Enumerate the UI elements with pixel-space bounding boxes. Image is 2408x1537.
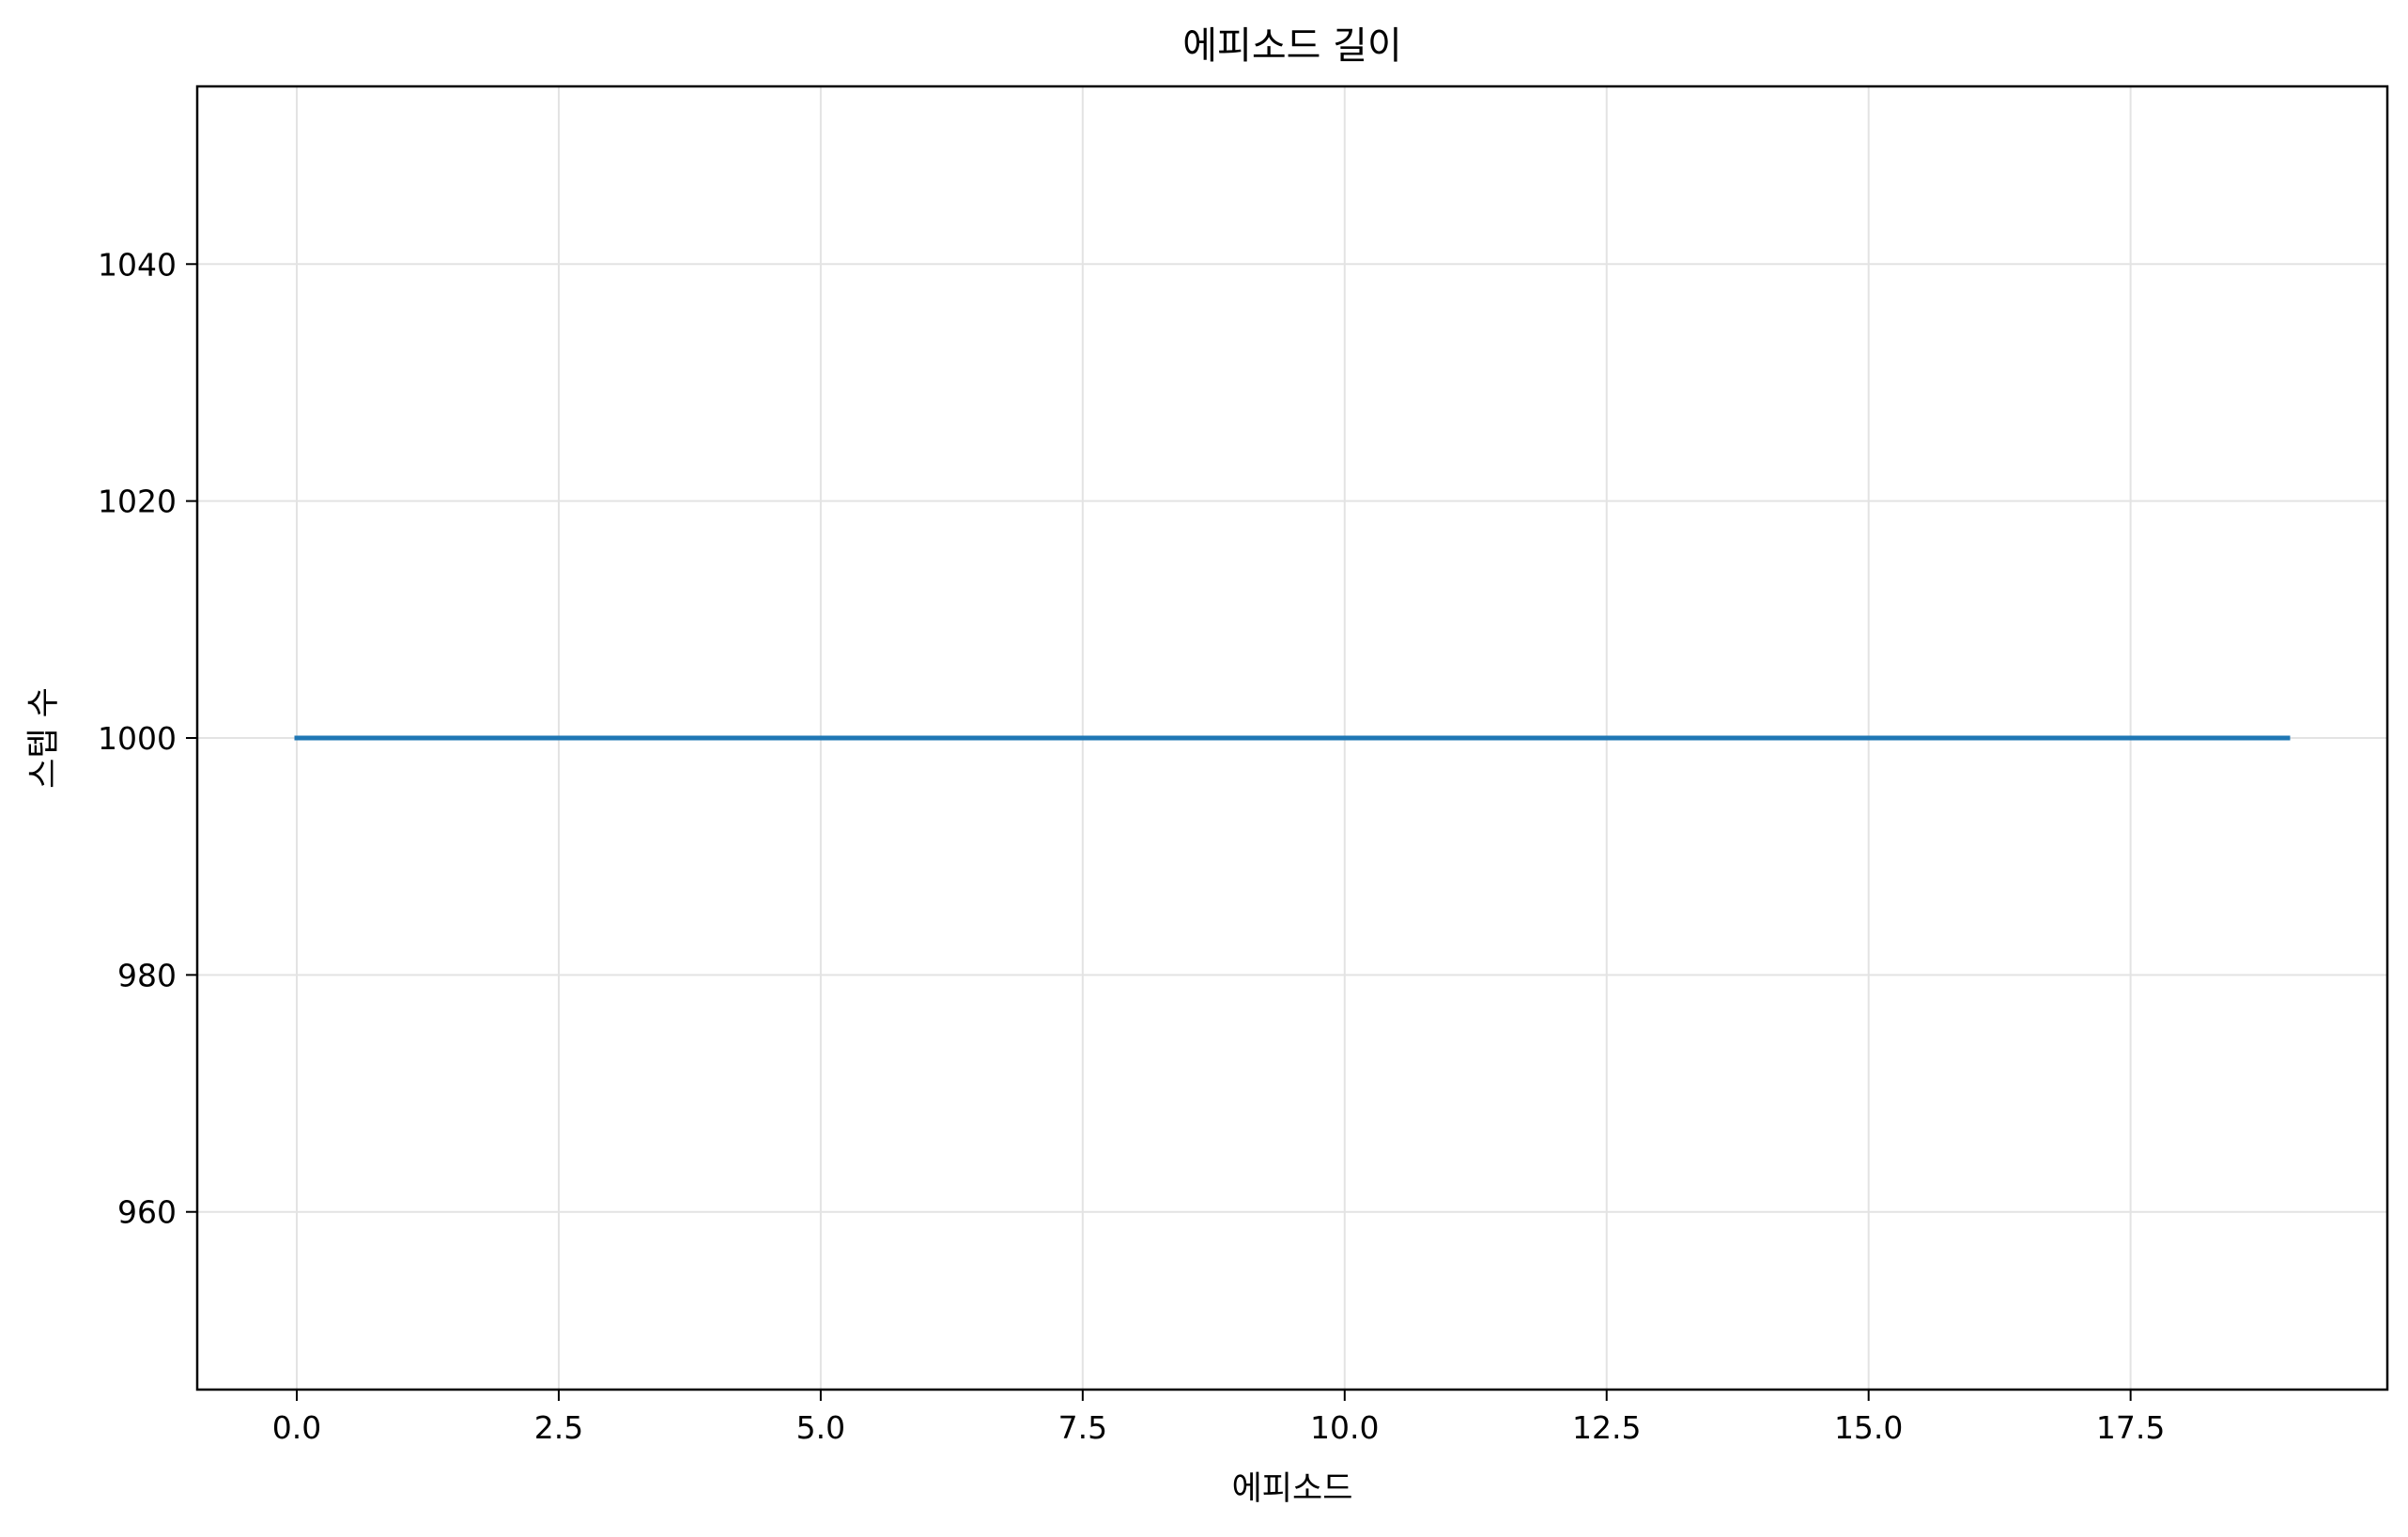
x-tick-label: 17.5: [2096, 1409, 2165, 1446]
y-tick-label: 960: [117, 1194, 177, 1231]
y-tick-label: 1040: [98, 246, 177, 283]
x-tick-label: 0.0: [272, 1409, 321, 1446]
x-tick-label: 7.5: [1058, 1409, 1107, 1446]
y-tick-label: 980: [117, 957, 177, 993]
x-tick-label: 2.5: [534, 1409, 583, 1446]
x-tick-label: 15.0: [1834, 1409, 1903, 1446]
y-tick-label: 1000: [98, 720, 177, 757]
x-tick-label: 12.5: [1572, 1409, 1641, 1446]
x-tick-label: 10.0: [1310, 1409, 1379, 1446]
x-axis-ticks: 0.0 2.5 5.0 7.5 10.0 12.5 15.0 17.5: [272, 1390, 2165, 1446]
chart-title: 에피소드 길이: [1182, 24, 1402, 68]
x-tick-label: 5.0: [796, 1409, 845, 1446]
y-axis-label: 스텝 수: [25, 687, 63, 789]
x-axis-label: 에피소드: [1232, 1470, 1353, 1508]
y-tick-label: 1020: [98, 484, 177, 520]
y-axis-ticks: 960 980 1000 1020 1040: [98, 246, 197, 1231]
